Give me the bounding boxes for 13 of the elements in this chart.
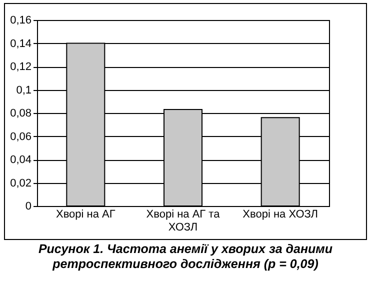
text: Рисунок 1. Частота анемії у хворих за даними ретроспективного дослідження (p = 0,09): [37, 242, 334, 272]
y-tick-label: 0,12: [10, 61, 32, 73]
y-tick-label: 0,04: [10, 154, 32, 166]
y-tick-label: 0,14: [10, 38, 32, 50]
y-tick-label: 0,08: [10, 108, 32, 120]
y-tick-label: 0,02: [10, 177, 32, 190]
y-tick-label: 0,1: [16, 84, 32, 96]
y-tick-label: 0: [25, 200, 32, 212]
y-tick-label: 0,16: [10, 14, 32, 26]
x-tick-label: Хворі на АГ та ХОЗЛ: [146, 208, 221, 234]
y-tick-label: 0,06: [10, 130, 32, 143]
x-tick-label: Хворі на ХОЗЛ: [242, 208, 318, 220]
x-tick-label: Хворі на АГ: [56, 208, 116, 220]
